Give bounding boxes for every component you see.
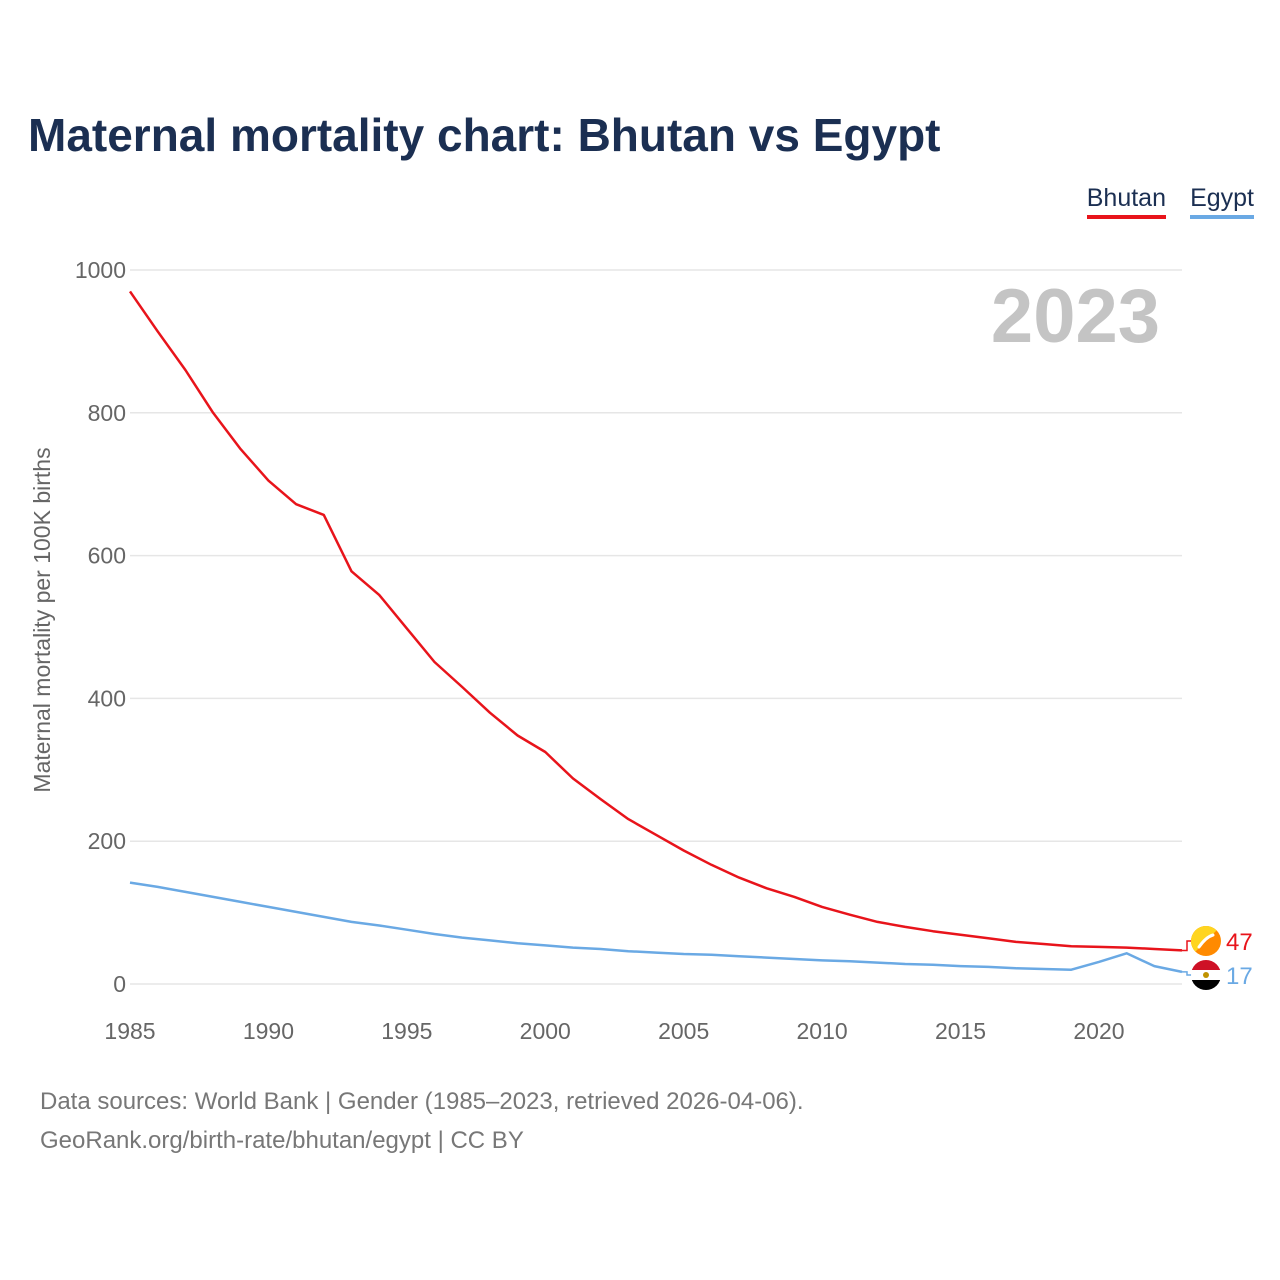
x-tick-2020: 2020 [1073,1018,1124,1044]
y-tick-0: 0 [113,971,126,997]
x-tick-1995: 1995 [381,1018,432,1044]
x-tick-2010: 2010 [797,1018,848,1044]
footer-source: Data sources: World Bank | Gender (1985–… [40,1088,804,1115]
x-tick-2015: 2015 [935,1018,986,1044]
leader-line-egypt [1182,971,1192,976]
y-axis-label: Maternal mortality per 100K births [29,447,55,792]
x-tick-1985: 1985 [104,1018,155,1044]
legend-item-egypt[interactable]: Egypt [1190,184,1254,219]
egypt-flag-icon [1191,960,1221,990]
end-value-bhutan: 47 [1226,929,1253,956]
x-tick-1990: 1990 [243,1018,294,1044]
x-tick-2005: 2005 [658,1018,709,1044]
chart-title: Maternal mortality chart: Bhutan vs Egyp… [28,109,941,161]
y-tick-400: 400 [88,685,126,711]
y-tick-600: 600 [88,543,126,569]
year-label: 2023 [991,274,1160,359]
y-tick-200: 200 [88,828,126,854]
footer-link[interactable]: GeoRank.org/birth-rate/bhutan/egypt | CC… [40,1127,524,1154]
series-line-bhutan [128,290,1183,952]
bhutan-flag-icon [1191,926,1221,956]
y-tick-800: 800 [88,400,126,426]
legend-item-bhutan[interactable]: Bhutan [1086,184,1166,219]
series-line-egypt [129,881,1183,974]
y-tick-1000: 1000 [75,257,126,283]
x-tick-2000: 2000 [520,1018,571,1044]
leader-line-bhutan [1182,940,1192,952]
end-value-egypt: 17 [1226,963,1253,990]
